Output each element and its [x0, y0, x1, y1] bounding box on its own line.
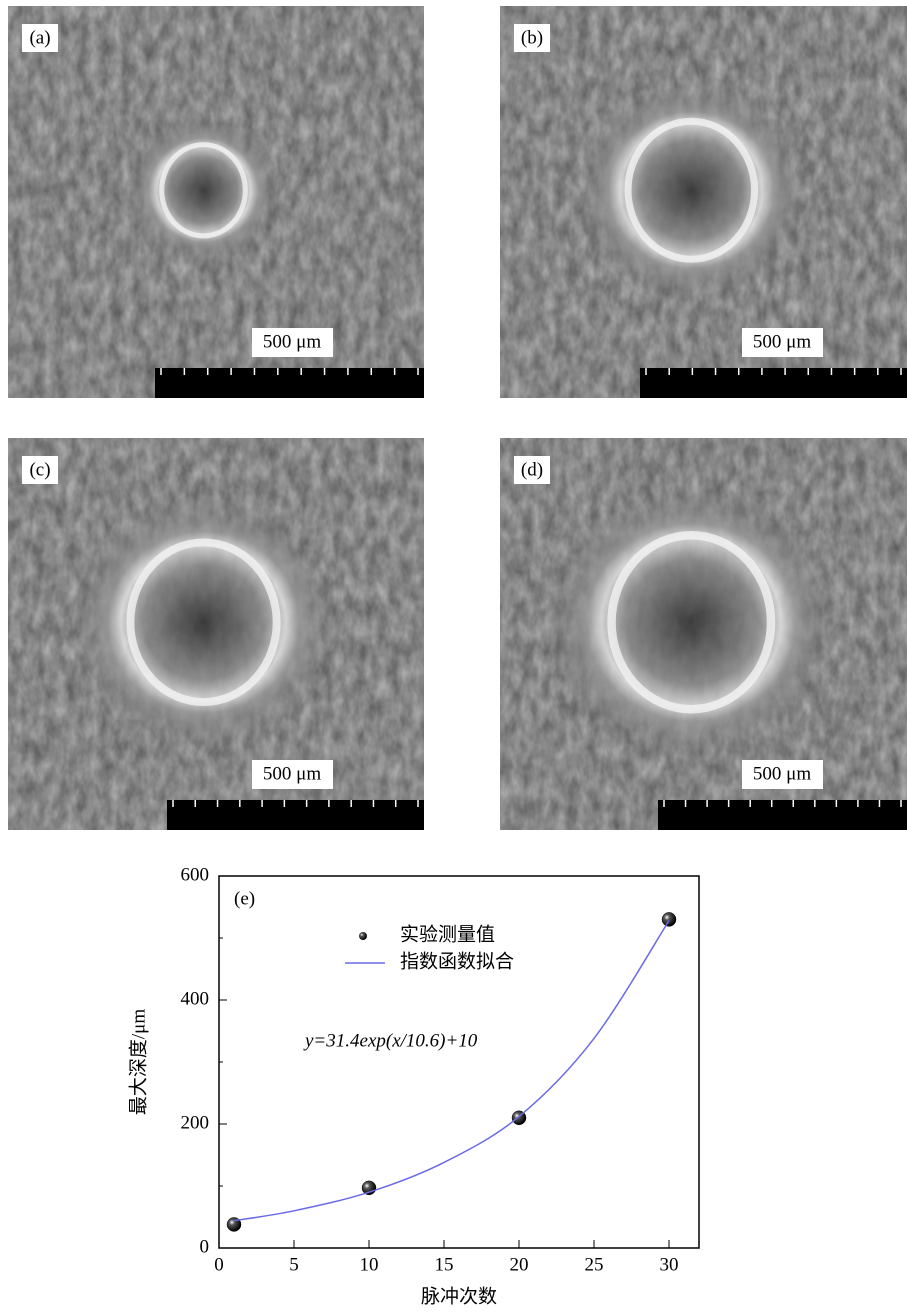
- x-tick-label: 5: [289, 1254, 299, 1275]
- scale-label: 500 μm: [753, 331, 811, 352]
- crater: [546, 484, 836, 760]
- x-tick-label: 30: [660, 1254, 679, 1275]
- crater: [128, 118, 280, 262]
- sem-image: (a) 500 μm: [8, 6, 424, 398]
- x-tick-label: 20: [510, 1254, 529, 1275]
- chart: 0 200 400 600 0 5 10 15 20 25 30 脉冲次数 最大深度/μm (e) y=31…: [127, 864, 699, 1307]
- x-tick-label: 10: [360, 1254, 379, 1275]
- legend-marker: [359, 932, 367, 940]
- sem-image: (c) 500 μm: [8, 438, 424, 830]
- panel-label: (d): [521, 459, 543, 480]
- scale-label: 500 μm: [753, 763, 811, 784]
- x-tick-label: 15: [435, 1254, 454, 1275]
- y-tick-label: 0: [200, 1236, 210, 1257]
- sem-image: (d) 500 μm: [500, 438, 907, 830]
- x-tick-label: 0: [214, 1254, 224, 1275]
- legend-label: 指数函数拟合: [400, 950, 514, 972]
- y-axis-label: 最大深度/μm: [127, 1009, 149, 1115]
- crater: [576, 81, 806, 299]
- scale-bar: [167, 800, 424, 830]
- figure: (a) 500 μm (b) 500 μm (c) 500 μm (d) 500 μm 0 20…: [0, 0, 907, 1309]
- scale-label: 500 μm: [263, 331, 321, 352]
- scale-label: 500 μm: [263, 763, 321, 784]
- x-tick-label: 25: [585, 1254, 604, 1275]
- panel-label: (a): [29, 27, 50, 48]
- sem-image: (b) 500 μm: [500, 6, 907, 398]
- scale-bar: [640, 368, 907, 398]
- y-tick-label: 200: [181, 1112, 210, 1133]
- x-axis-label: 脉冲次数: [421, 1285, 497, 1307]
- data-point: [662, 912, 676, 926]
- y-tick-label: 400: [181, 988, 210, 1009]
- crater: [71, 496, 337, 749]
- scale-bar: [658, 800, 907, 830]
- panel-label: (e): [234, 888, 255, 909]
- fit-equation: y=31.4exp(x/10.6)+10: [303, 1030, 478, 1051]
- panel-label: (b): [521, 27, 543, 48]
- scale-bar: [155, 368, 424, 398]
- y-tick-label: 600: [181, 864, 210, 885]
- legend-label: 实验测量值: [400, 923, 495, 945]
- sem-panels: (a) 500 μm (b) 500 μm (c) 500 μm (d) 500 μm: [8, 6, 907, 830]
- panel-label: (c): [29, 459, 50, 480]
